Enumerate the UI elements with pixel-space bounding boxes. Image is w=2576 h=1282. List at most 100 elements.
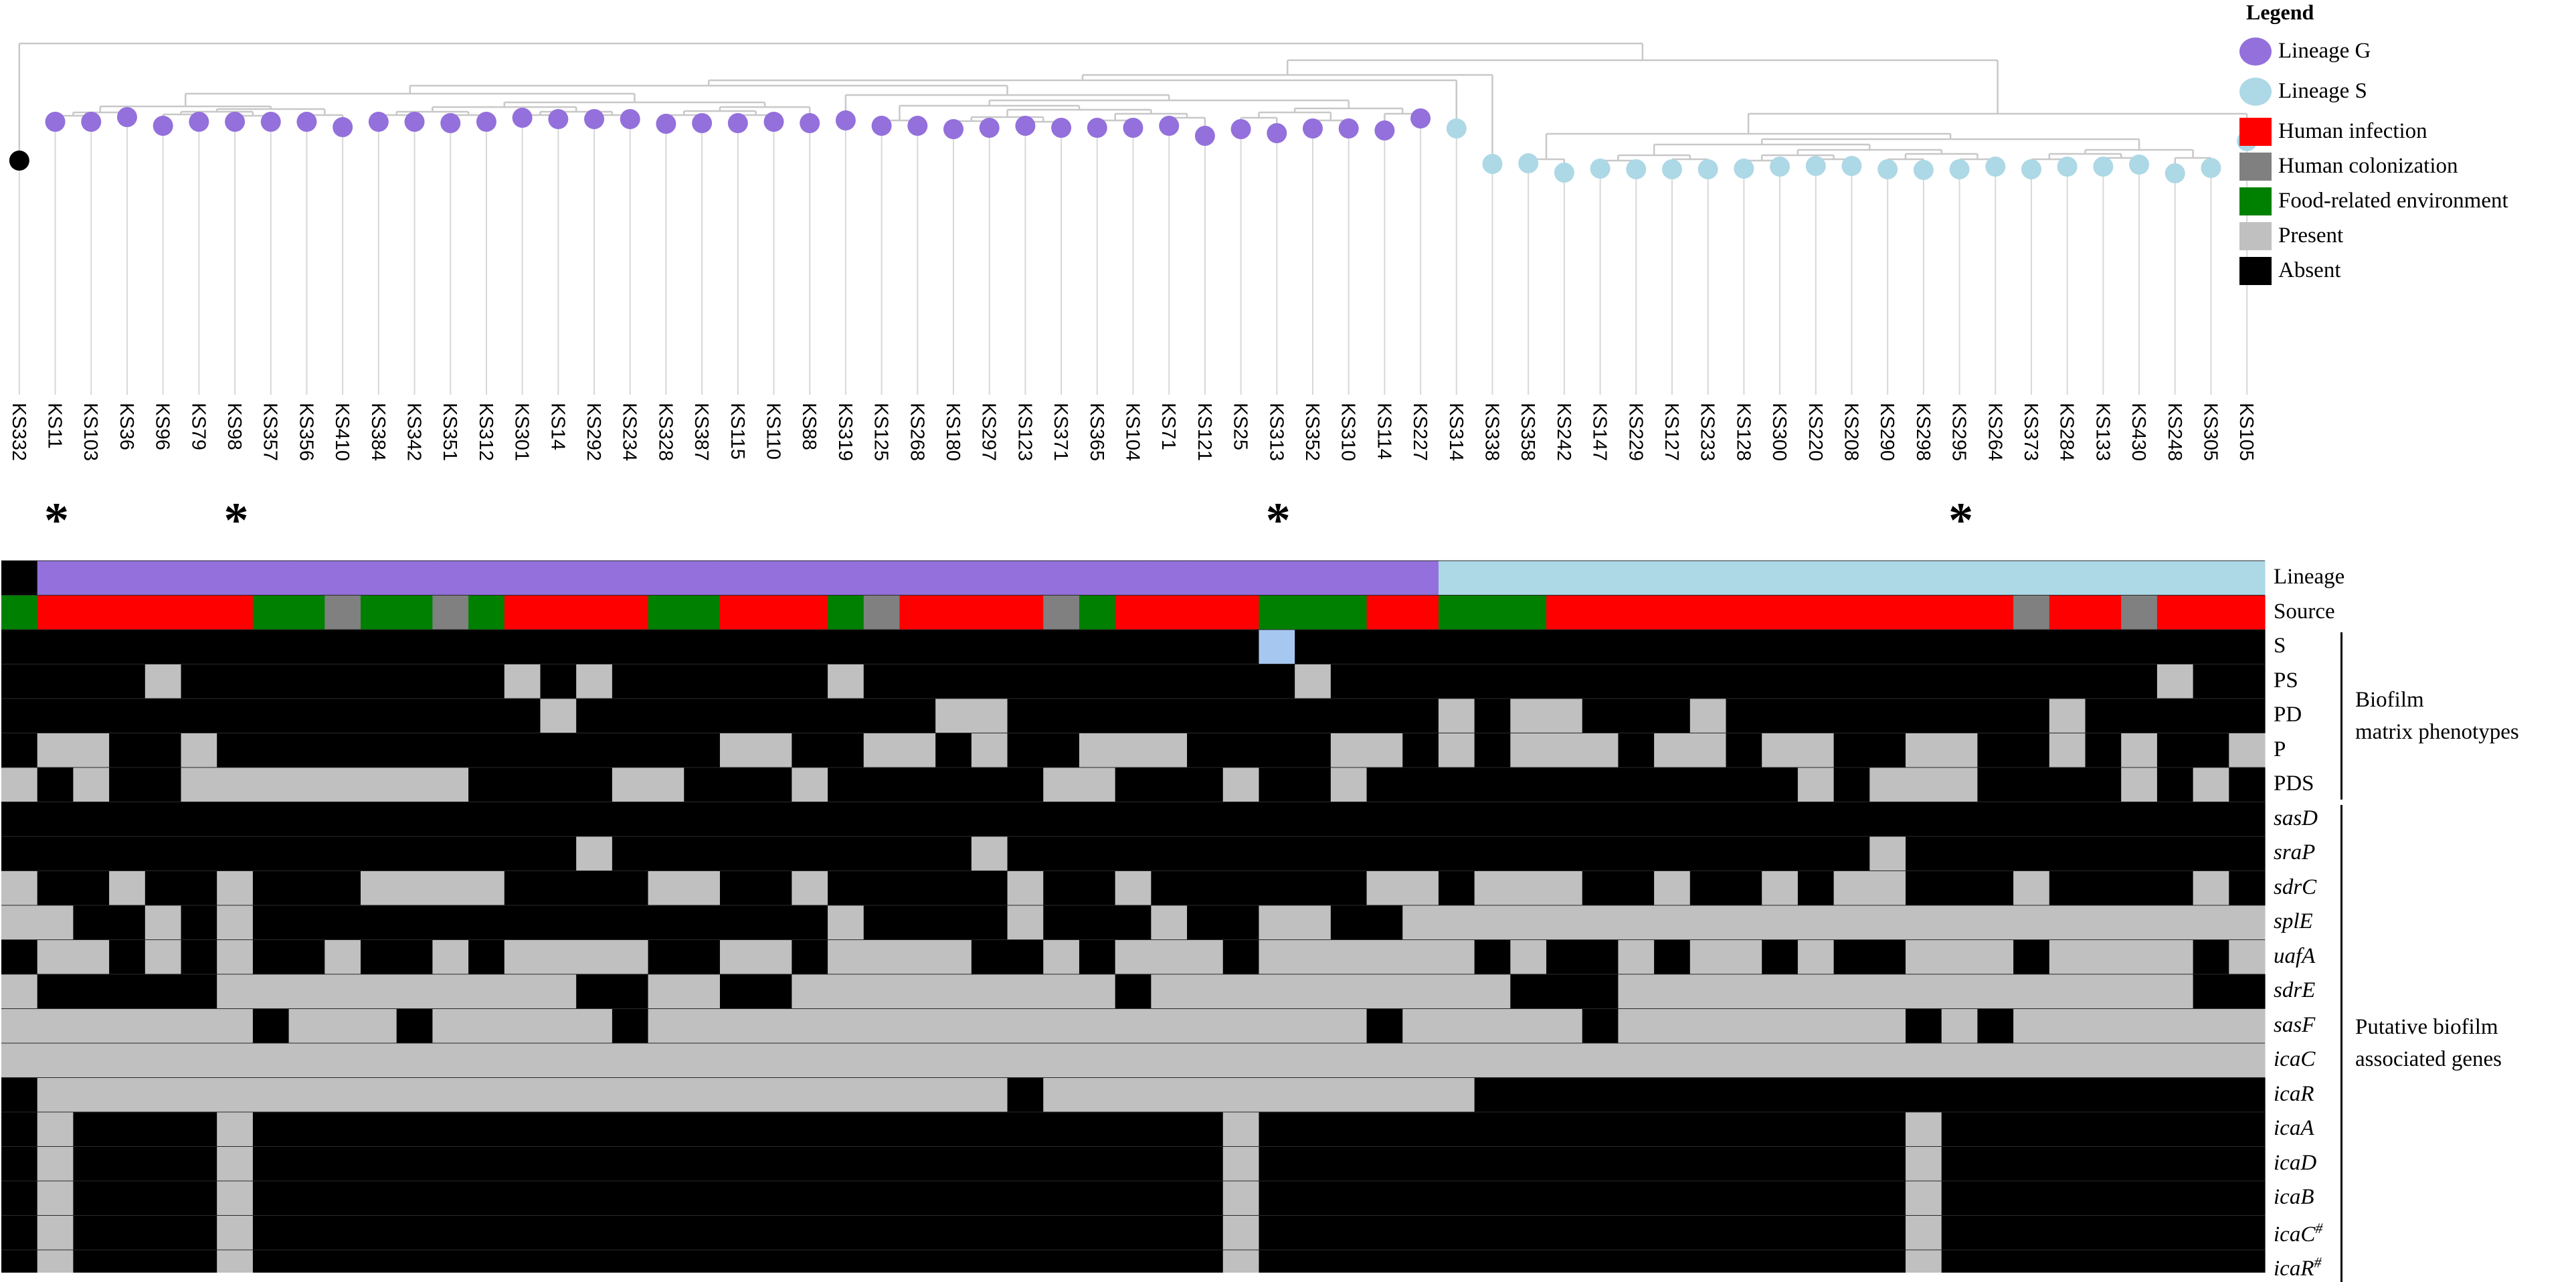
heatmap-cell — [899, 1181, 936, 1216]
heatmap-cell — [1079, 767, 1116, 803]
heatmap-cell — [2121, 1215, 2158, 1251]
heatmap-cell — [2229, 939, 2266, 975]
heatmap-cell — [1510, 939, 1547, 975]
heatmap-cell — [1, 1146, 38, 1182]
heatmap-cell — [2049, 664, 2086, 699]
heatmap-cell — [935, 905, 972, 941]
heatmap-cell — [1259, 1077, 1295, 1113]
heatmap-cell — [1043, 595, 1080, 630]
heatmap-cell — [1977, 1215, 2014, 1251]
heatmap-cell — [1797, 974, 1835, 1010]
heatmap-cell — [1833, 595, 1870, 630]
heatmap-cell — [1438, 1250, 1475, 1273]
heatmap-cell — [1618, 836, 1655, 872]
leaf-node — [45, 112, 66, 132]
heatmap-cell — [2193, 871, 2229, 906]
heatmap-cell — [1546, 802, 1583, 837]
heatmap-cell — [576, 699, 613, 734]
heatmap-cell — [935, 1181, 972, 1216]
heatmap-cell — [648, 1077, 684, 1113]
heatmap-cell — [217, 664, 254, 699]
heatmap-cell — [899, 802, 936, 837]
heatmap-cell — [2156, 1008, 2194, 1044]
heatmap-cell — [181, 595, 217, 630]
heatmap-cell — [1546, 733, 1583, 768]
heatmap-cell — [576, 1215, 613, 1251]
heatmap-cell — [1977, 561, 2014, 596]
heatmap-cell — [325, 664, 361, 699]
heatmap-cell — [863, 939, 901, 975]
heatmap-cell — [145, 1215, 182, 1251]
heatmap-cell — [1, 1181, 38, 1216]
heatmap-cell — [684, 802, 721, 837]
heatmap-cell — [325, 939, 361, 975]
heatmap-cell — [1222, 1181, 1260, 1216]
heatmap-cell — [1654, 974, 1691, 1010]
heatmap-cell — [2085, 733, 2122, 768]
strain-mark: * — [224, 493, 249, 548]
heatmap-cell — [1151, 1250, 1188, 1273]
leaf-node — [871, 116, 892, 136]
strain-label: KS220 — [1805, 403, 1826, 461]
heatmap-cell — [792, 1181, 828, 1216]
heatmap-cell — [2229, 871, 2266, 906]
heatmap-cell — [1906, 836, 1942, 872]
heatmap-cell — [1259, 733, 1295, 768]
heatmap-cell — [1079, 1008, 1116, 1044]
heatmap-cell — [288, 733, 325, 768]
heatmap-cell — [1797, 871, 1835, 906]
heatmap-cell — [2013, 905, 2050, 941]
heatmap-cell — [1906, 1008, 1942, 1044]
heatmap-cell — [504, 974, 541, 1010]
heatmap-cell — [2193, 595, 2229, 630]
heatmap-cell — [145, 767, 182, 803]
heatmap-cell — [1187, 1215, 1224, 1251]
heatmap-cell — [1869, 1043, 1906, 1079]
heatmap-cell — [1654, 836, 1691, 872]
heatmap-cell — [1402, 595, 1439, 630]
heatmap-cell — [1906, 871, 1942, 906]
heatmap-cell — [1151, 871, 1188, 906]
heatmap-cell — [1654, 767, 1691, 803]
heatmap-cell — [1187, 871, 1224, 906]
heatmap-cell — [792, 664, 828, 699]
leaf-node — [800, 113, 820, 133]
strain-label: KS314 — [1445, 403, 1467, 461]
strain-label: KS88 — [798, 403, 820, 450]
heatmap-cell — [612, 836, 649, 872]
heatmap-cell — [1797, 836, 1835, 872]
heatmap-cell — [181, 1181, 217, 1216]
heatmap-cell — [1438, 664, 1475, 699]
heatmap-cell — [540, 561, 577, 596]
heatmap-cell — [2156, 1215, 2194, 1251]
heatmap-cell — [1797, 1181, 1835, 1216]
heatmap-cell — [504, 767, 541, 803]
heatmap-cell — [899, 595, 936, 630]
heatmap-cell — [432, 1043, 469, 1079]
heatmap-cell — [1654, 664, 1691, 699]
heatmap-cell — [1833, 1008, 1870, 1044]
lineage-s-swatch — [2239, 78, 2272, 106]
leaf-node — [1374, 120, 1395, 141]
heatmap-cell — [2049, 699, 2086, 734]
heatmap-cell — [360, 1181, 397, 1216]
heatmap-cell — [935, 630, 972, 665]
heatmap-cell — [1726, 1008, 1762, 1044]
strain-label: KS410 — [331, 403, 353, 461]
heatmap-cell — [1151, 1077, 1188, 1113]
heatmap-cell — [1043, 939, 1080, 975]
heatmap-cell — [1259, 630, 1295, 665]
heatmap-cell — [325, 561, 361, 596]
heatmap-cell — [1546, 1181, 1583, 1216]
heatmap-cell — [288, 871, 325, 906]
heatmap-cell — [1151, 767, 1188, 803]
heatmap-cell — [1833, 699, 1870, 734]
heatmap-cell — [755, 595, 792, 630]
strain-label: KS305 — [2199, 403, 2221, 461]
strain-label: KS292 — [583, 403, 604, 461]
heatmap-cell — [1618, 630, 1655, 665]
heatmap-cell — [1582, 595, 1619, 630]
heatmap-cell — [684, 733, 721, 768]
heatmap-cell — [1833, 1181, 1870, 1216]
heatmap-cell — [1977, 802, 2014, 837]
